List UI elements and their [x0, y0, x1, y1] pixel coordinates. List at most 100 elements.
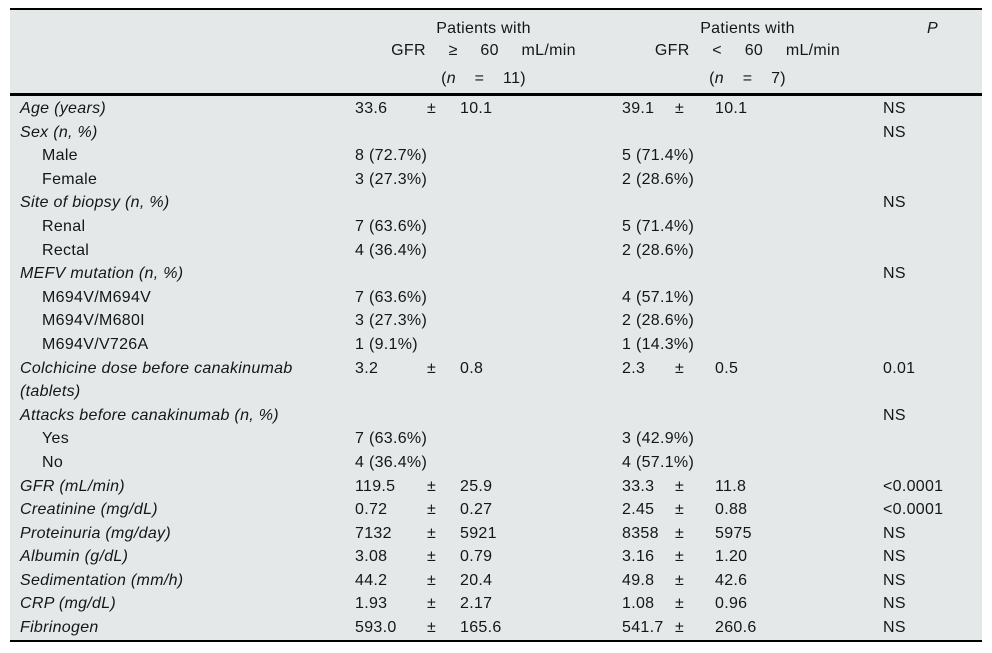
column-header-n-count: (n = 7) [709, 70, 786, 87]
column-header-gfr-lt-60: Patients with GFR < 60 mL/min (n = 7) [612, 18, 873, 93]
column-header-line2: GFR < 60 mL/min [654, 42, 841, 59]
value-col1: 8 (72.7%) [355, 147, 428, 165]
value-col2: 2.3 ±0.5 [612, 357, 873, 381]
value-col1: 1 (9.1%) [355, 335, 418, 353]
p-value: NS [883, 548, 906, 566]
value-col2: 4 (57.1%) [622, 288, 695, 306]
value-col1: 1.93 ±2.17 [345, 592, 612, 616]
row-biopsy-rectal: Rectal 4 (36.4%) 2 (28.6%) [10, 239, 982, 263]
row-sedimentation: Sedimentation (mm/h) 44.2 ±20.4 49.8 ±42.6… [10, 569, 982, 593]
row-mefv-m694v-v726a: M694V/V726A 1 (9.1%) 1 (14.3%) [10, 333, 982, 357]
column-header-line1: Patients with [436, 20, 531, 37]
value-col1: 7 (63.6%) [355, 288, 428, 306]
row-label: Yes [42, 430, 70, 448]
row-label: Sedimentation (mm/h) [20, 571, 184, 589]
column-header-line1: Patients with [700, 20, 795, 37]
plus-minus-sign: ± [427, 619, 437, 637]
row-label: Colchicine dose before canakinumab (tabl… [20, 359, 293, 401]
value-col2: 2 (28.6%) [622, 312, 695, 330]
value-col2: 541.7 ±260.6 [612, 616, 873, 640]
table-header-row: Patients with GFR ≥ 60 mL/min (n = 11) P… [10, 8, 982, 96]
row-sex-male: Male 8 (72.7%) 5 (71.4%) [10, 144, 982, 168]
row-colchicine-dose: Colchicine dose before canakinumab (tabl… [10, 357, 982, 404]
value-col1: 3.08 ±0.79 [345, 545, 612, 569]
row-label: Site of biopsy (n, %) [20, 194, 170, 212]
row-label: Age (years) [20, 100, 106, 117]
row-biopsy-renal: Renal 7 (63.6%) 5 (71.4%) [10, 215, 982, 239]
row-sex-female: Female 3 (27.3%) 2 (28.6%) [10, 168, 982, 192]
plus-minus-sign: ± [427, 548, 437, 566]
row-biopsy-site: Site of biopsy (n, %) NS [10, 191, 982, 215]
row-label: No [42, 453, 64, 471]
row-label: GFR (mL/min) [20, 477, 125, 495]
row-label: Sex (n, %) [20, 123, 98, 141]
row-label: Male [42, 147, 78, 165]
plus-minus-sign: ± [675, 359, 685, 377]
p-value: <0.0001 [883, 501, 944, 519]
p-column-header: P [927, 20, 938, 37]
value-col2: 39.1 ±10.1 [612, 97, 873, 121]
row-proteinuria: Proteinuria (mg/day) 7132 ±5921 8358 ±5975… [10, 522, 982, 546]
p-value: NS [883, 100, 906, 117]
p-value: NS [883, 619, 906, 637]
plus-minus-sign: ± [675, 501, 685, 519]
value-col2: 3 (42.9%) [622, 430, 695, 448]
value-col2: 49.8 ±42.6 [612, 569, 873, 593]
p-value: <0.0001 [883, 477, 944, 495]
p-value: NS [883, 595, 906, 613]
value-col2: 4 (57.1%) [622, 453, 695, 471]
row-attacks: Attacks before canakinumab (n, %) NS [10, 404, 982, 428]
value-col1: 7132 ±5921 [345, 522, 612, 546]
value-col1: 593.0 ±165.6 [345, 616, 612, 640]
row-mefv-m694v-m680i: M694V/M680I 3 (27.3%) 2 (28.6%) [10, 309, 982, 333]
value-col2: 5 (71.4%) [622, 217, 695, 235]
plus-minus-sign: ± [675, 548, 685, 566]
p-value: NS [883, 123, 906, 141]
row-label: CRP (mg/dL) [20, 595, 117, 613]
row-label: Attacks before canakinumab (n, %) [20, 406, 279, 424]
row-label: Female [42, 170, 98, 188]
row-label: Creatinine (mg/dL) [20, 501, 158, 519]
value-col1: 7 (63.6%) [355, 217, 428, 235]
value-col2: 33.3 ±11.8 [612, 475, 873, 499]
value-col1: 119.5 ±25.9 [345, 475, 612, 499]
plus-minus-sign: ± [675, 595, 685, 613]
value-col2: 2 (28.6%) [622, 241, 695, 259]
row-label: M694V/V726A [42, 335, 149, 353]
n-symbol: n [446, 70, 456, 87]
value-col1: 3 (27.3%) [355, 170, 428, 188]
value-col1: 3 (27.3%) [355, 312, 428, 330]
plus-minus-sign: ± [675, 477, 685, 495]
p-value: NS [883, 194, 906, 212]
p-value: NS [883, 265, 906, 283]
value-col1: 7 (63.6%) [355, 430, 428, 448]
row-creatinine: Creatinine (mg/dL) 0.72 ±0.27 2.45 ±0.88 <… [10, 498, 982, 522]
value-col2: 8358 ±5975 [612, 522, 873, 546]
p-value: NS [883, 571, 906, 589]
table-body: Age (years) 33.6 ±10.1 39.1 ±10.1 NS Sex (… [10, 96, 982, 642]
value-col1: 0.72 ±0.27 [345, 498, 612, 522]
row-sex: Sex (n, %) NS [10, 121, 982, 145]
row-albumin: Albumin (g/dL) 3.08 ±0.79 3.16 ±1.20 NS [10, 545, 982, 569]
value-col2: 2 (28.6%) [622, 170, 695, 188]
row-label: Fibrinogen [20, 619, 99, 637]
value-col1: 44.2 ±20.4 [345, 569, 612, 593]
row-label: M694V/M694V [42, 288, 152, 306]
value-col2: 2.45 ±0.88 [612, 498, 873, 522]
row-label: M694V/M680I [42, 312, 145, 330]
row-mefv-m694v-m694v: M694V/M694V 7 (63.6%) 4 (57.1%) [10, 286, 982, 310]
plus-minus-sign: ± [675, 524, 685, 542]
value-col1: 3.2 ±0.8 [345, 357, 612, 381]
value-col2: 5 (71.4%) [622, 147, 695, 165]
row-fibrinogen: Fibrinogen 593.0 ±165.6 541.7 ±260.6 NS [10, 616, 982, 640]
row-label: Rectal [42, 241, 90, 259]
value-col2: 3.16 ±1.20 [612, 545, 873, 569]
p-value: 0.01 [883, 359, 916, 377]
plus-minus-sign: ± [427, 501, 437, 519]
plus-minus-sign: ± [427, 359, 437, 377]
value-col1: 33.6 ±10.1 [345, 97, 612, 121]
row-gfr: GFR (mL/min) 119.5 ±25.9 33.3 ±11.8 <0.000… [10, 475, 982, 499]
plus-minus-sign: ± [427, 100, 437, 117]
row-mefv-mutation: MEFV mutation (n, %) NS [10, 262, 982, 286]
value-col1: 4 (36.4%) [355, 241, 428, 259]
